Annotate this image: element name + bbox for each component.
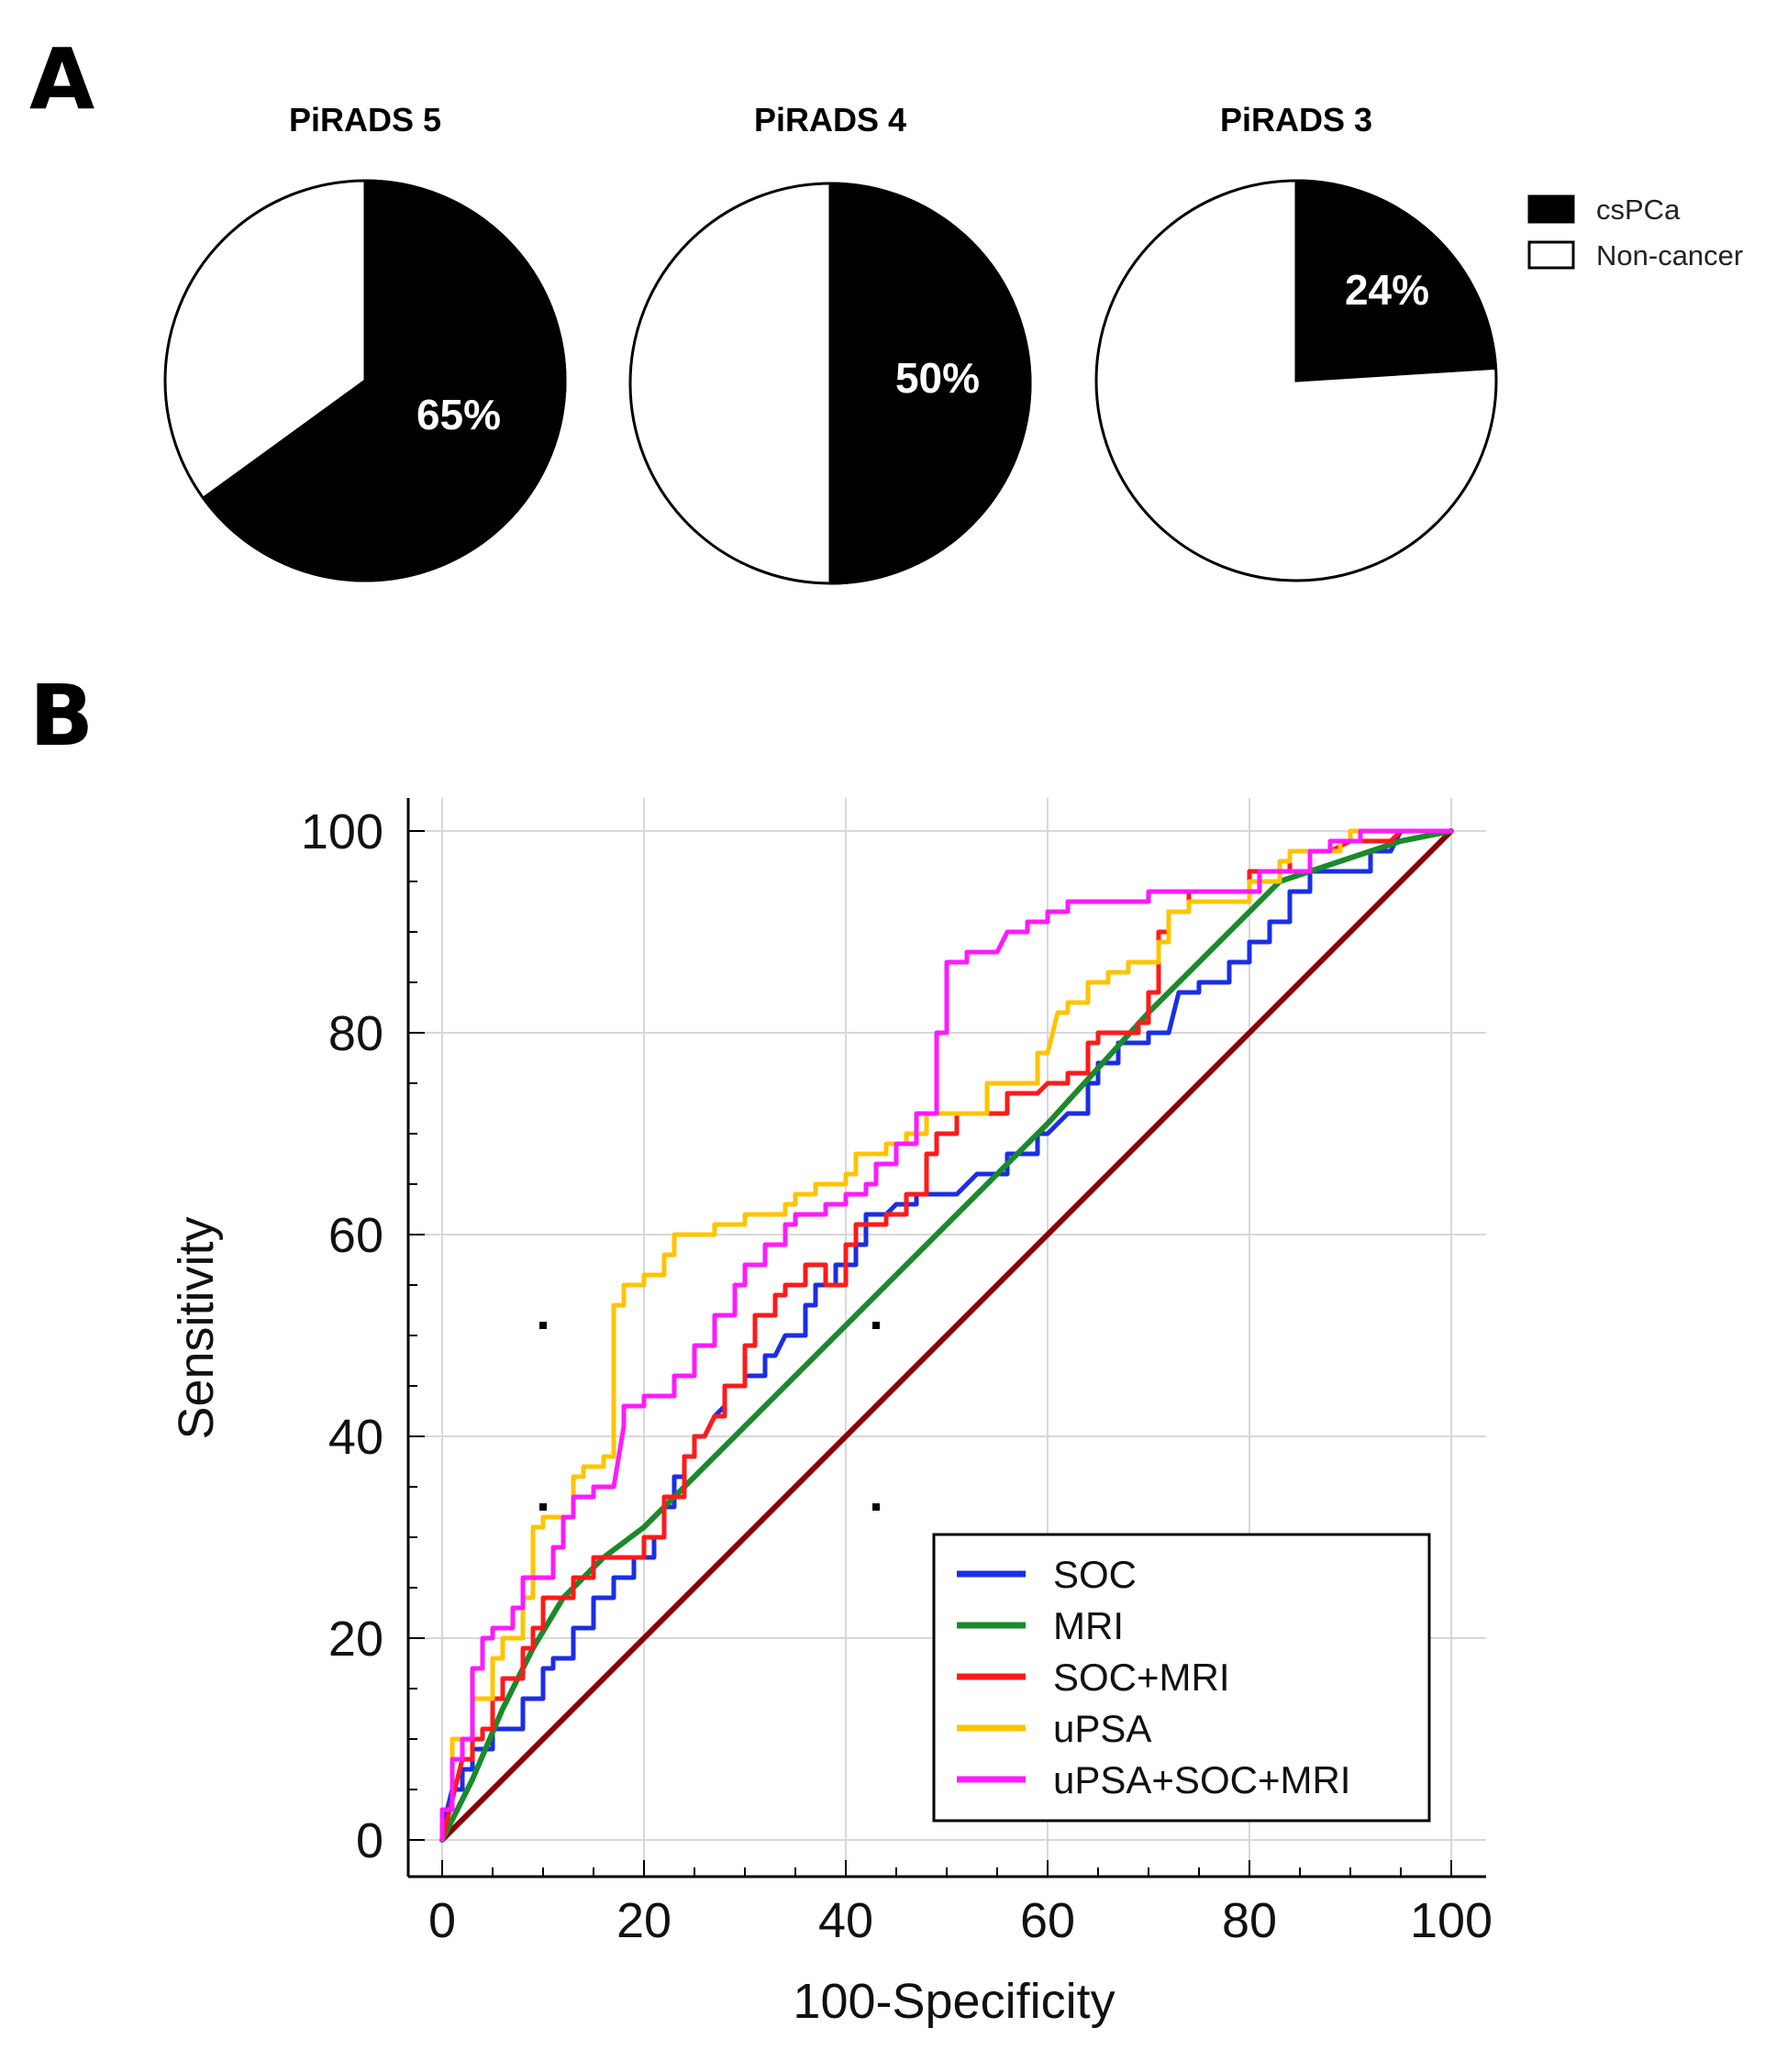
pie-slice-cspca [828,182,1032,585]
roc-legend-label: SOC+MRI [1053,1656,1230,1699]
y-tick-label: 60 [328,1208,383,1263]
series-line-soc-mri [439,828,1454,1843]
y-axis-title: Sensitivity [169,1216,224,1439]
panel-label-b: B [29,667,94,765]
pie-legend-item-cspca: csPCa [1527,194,1681,226]
x-tick-label: 80 [1222,1893,1277,1948]
pie-legend-swatch [1527,240,1575,270]
pie-legend-item-non-cancer: Non-cancer [1527,239,1743,271]
marker-dot [872,1322,880,1329]
y-tick-label: 0 [356,1813,383,1868]
pie-title: PiRADS 5 [289,101,441,139]
pie-legend-swatch [1527,194,1575,224]
roc-legend-item: uPSA [957,1707,1151,1750]
roc-legend-item: SOC+MRI [957,1656,1230,1699]
pie-2: PiRADS 4 50% [628,101,1032,585]
roc-legend-item: SOC [957,1553,1137,1596]
pie-legend: csPCa Non-cancer [1527,194,1743,271]
x-tick-label: 60 [1020,1893,1075,1948]
series-line-soc [439,828,1454,1843]
y-tick-label: 20 [328,1612,383,1667]
pie-slice-cspca [201,179,567,582]
roc-legend-label: uPSA+SOC+MRI [1053,1758,1350,1801]
pie-percent-label: 50% [895,354,980,402]
x-tick-label: 0 [428,1893,456,1948]
marker-dot [872,1503,880,1511]
panel-b: B 0 20 40 60 80 100 0 20 40 60 80 100 100-Specificit… [29,667,1493,2029]
panel-a: A PiRADS 5 65% PiRADS 4 50% PiRADS 3 24% csPC… [29,30,1743,585]
y-tick-label: 100 [301,804,383,859]
marker-dot [539,1322,547,1329]
pie-1: PiRADS 5 65% [163,101,567,582]
roc-legend-label: SOC [1053,1553,1137,1596]
marker-dot [539,1503,547,1511]
pie-charts: PiRADS 5 65% PiRADS 4 50% PiRADS 3 24% [163,101,1498,585]
y-tick-label: 80 [328,1006,383,1061]
x-axis-title: 100-Specificity [793,1974,1115,2029]
roc-legend-item: MRI [957,1604,1124,1647]
roc-legend-label: MRI [1053,1604,1124,1647]
series-line-upsa [439,828,1454,1843]
series-line-upsa-soc-mri [439,828,1454,1843]
roc-chart: 0 20 40 60 80 100 0 20 40 60 80 100 100-Specificity S… [169,798,1493,2029]
pie-legend-label: csPCa [1596,194,1681,226]
y-tick-label: 40 [328,1410,383,1465]
pie-percent-label: 24% [1345,266,1429,314]
roc-legend: SOC MRI SOC+MRI uPSA uPSA+SOC+MRI [932,1533,1431,1823]
roc-legend-item: uPSA+SOC+MRI [957,1758,1350,1801]
x-tick-label: 20 [616,1893,672,1948]
x-tick-label: 100 [1410,1893,1493,1948]
pie-slice-cspca [1294,179,1498,382]
pie-percent-label: 65% [416,391,501,438]
x-tick-label: 40 [818,1893,873,1948]
series-line-reference [439,828,1454,1843]
panel-label-a: A [29,30,94,128]
roc-legend-label: uPSA [1053,1707,1151,1750]
pie-3: PiRADS 3 24% [1094,101,1498,582]
pie-legend-label: Non-cancer [1596,239,1743,271]
pie-title: PiRADS 3 [1220,101,1372,139]
pie-title: PiRADS 4 [754,101,906,139]
series-line-mri [439,828,1454,1843]
